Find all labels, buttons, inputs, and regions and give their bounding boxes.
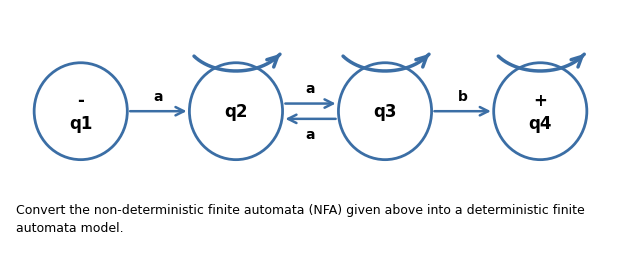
Text: q2: q2: [224, 103, 248, 121]
Text: q3: q3: [373, 103, 397, 121]
Text: q1: q1: [69, 114, 93, 132]
Text: b: b: [458, 90, 468, 103]
Text: Convert the non-deterministic finite automata (NFA) given above into a determini: Convert the non-deterministic finite aut…: [16, 203, 584, 234]
Text: a: a: [306, 82, 315, 96]
Text: -: -: [77, 91, 84, 109]
Text: +: +: [533, 91, 547, 109]
Text: a: a: [153, 90, 163, 103]
Text: q4: q4: [528, 114, 552, 132]
Text: a: a: [306, 128, 315, 141]
